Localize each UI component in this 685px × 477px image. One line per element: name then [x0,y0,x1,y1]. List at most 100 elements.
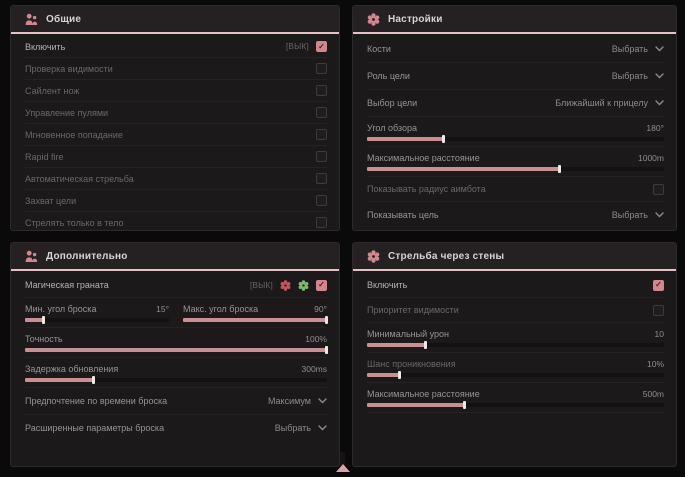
slider-value: 90° [314,304,327,314]
panel-wallbang: Стрельба через стены Включить Приоритет … [352,242,677,467]
toggle-label: Захват цели [25,195,77,206]
slider-label: Минимальный урон [367,329,450,339]
people-icon [25,250,38,262]
checkbox-visibility-check[interactable] [316,63,327,74]
chevron-down-icon [318,398,327,404]
toggle-row-body-only[interactable]: Стрелять только в тело [25,212,327,233]
scroll-up-arrow-icon[interactable] [336,464,350,472]
slider-handle[interactable] [325,316,328,324]
slider-label: Точность [25,334,63,344]
dual-slider-row-throw-angles: Мин. угол броска 15° Макс. угол броска 9… [25,298,328,328]
toggle-row-auto-shoot[interactable]: Автоматическая стрельба [25,168,327,190]
panel-settings-header: Настройки [353,6,676,34]
dropdown-row-show-target[interactable]: Показывать цель Выбрать [367,202,664,228]
dropdown-row-target-select[interactable]: Выбор цели Ближайший к прицелу [367,90,664,117]
dropdown-label: Предпочтение по времени броска [25,396,168,406]
slider-handle[interactable] [397,371,401,379]
slider-row-update-delay: Задержка обновления 300ms [25,358,327,388]
panel-wallbang-header: Стрельба через стены [353,243,676,271]
slider-handle[interactable] [41,316,45,324]
slider-label: Задержка обновления [25,364,119,374]
gear-flower-icon [367,249,380,263]
slider-label: Макс. угол броска [183,304,259,314]
people-icon [25,13,38,25]
checkbox-target-lock[interactable] [316,195,327,206]
dropdown-label: Кости [367,44,391,54]
panel-additional-header: Дополнительно [11,243,339,271]
checkbox-magic-grenade[interactable] [316,279,327,291]
dropdown-label: Расширенные параметры броска [25,423,165,433]
slider-value: 1000m [638,153,664,163]
slider-value: 10 [654,329,664,339]
chevron-down-icon [655,46,664,52]
slider-handle[interactable] [92,376,96,384]
toggle-row-rapid-fire[interactable]: Rapid fire [25,146,327,168]
slider-handle[interactable] [325,346,328,354]
checkbox-silent-knife[interactable] [316,85,327,96]
fov-slider[interactable] [367,135,664,143]
panel-additional: Дополнительно Магическая граната [ВЫК] М… [10,242,340,467]
slider-value: 10% [646,359,664,369]
red-flower-icon[interactable] [280,279,291,291]
dropdown-label: Роль цели [367,71,410,81]
checkbox-wallbang-enable[interactable] [653,279,664,291]
slider-row-min-damage: Минимальный урон 10 [367,323,664,353]
penetration-chance-slider[interactable] [367,371,664,379]
green-flower-icon[interactable] [298,279,309,291]
toggle-row-visibility-check[interactable]: Проверка видимости [25,58,327,80]
gear-flower-icon [367,12,380,26]
wall-max-distance-slider[interactable] [367,401,664,409]
min-damage-slider[interactable] [367,341,664,349]
min-throw-angle-slider[interactable] [25,316,169,324]
checkbox-enable[interactable] [316,41,327,52]
dropdown-value: Выбрать [611,210,648,220]
hotkey-tag: [ВЫК] [285,42,309,51]
slider-handle[interactable] [442,135,446,143]
toggle-row-target-lock[interactable]: Захват цели [25,190,327,212]
checkbox-body-only[interactable] [316,217,327,228]
slider-value: 300ms [301,364,327,374]
panel-general-body: Включить [ВЫК] Проверка видимости Сайлен… [11,34,339,233]
checkbox-instant-hit[interactable] [316,129,327,140]
dropdown-value: Выбрать [611,44,648,54]
panel-title: Стрельба через стены [388,250,505,262]
checkbox-visibility-priority[interactable] [653,304,664,316]
chevron-down-icon [655,212,664,218]
toggle-row-show-radius[interactable]: Показывать радиус аимбота [367,177,664,202]
accuracy-slider[interactable] [25,346,328,354]
dropdown-row-bones[interactable]: Кости Выбрать [367,36,664,63]
checkbox-bullet-control[interactable] [316,107,327,118]
slider-handle[interactable] [558,165,562,173]
toggle-row-instant-hit[interactable]: Мгновенное попадание [25,124,327,146]
checkbox-auto-shoot[interactable] [316,173,327,184]
toggle-row-visibility-priority[interactable]: Приоритет видимости [367,298,664,323]
dropdown-value: Выбрать [611,71,648,81]
panel-title: Настройки [388,13,443,25]
checkbox-show-radius[interactable] [653,183,664,195]
panel-general: Общие Включить [ВЫК] Проверка видимости … [10,5,340,231]
max-distance-slider[interactable] [367,165,664,173]
checkbox-rapid-fire[interactable] [316,151,327,162]
chevron-down-icon [655,100,664,106]
toggle-row-bullet-control[interactable]: Управление пулями [25,102,327,124]
dropdown-row-target-role[interactable]: Роль цели Выбрать [367,63,664,90]
toggle-label: Rapid fire [25,151,64,162]
dropdown-value: Максимум [267,396,311,406]
dropdown-row-throw-time[interactable]: Предпочтение по времени броска Максимум [25,388,327,415]
slider-handle[interactable] [424,341,428,349]
update-delay-slider[interactable] [25,376,327,384]
scroll-stem [340,452,345,465]
slider-handle[interactable] [463,401,466,409]
slider-row-fov: Угол обзора 180° [367,117,664,147]
slider-label: Мин. угол броска [25,304,97,314]
toggle-row-magic-grenade[interactable]: Магическая граната [ВЫК] [25,273,327,298]
toggle-row-silent-knife[interactable]: Сайлент нож [25,80,327,102]
dropdown-row-advanced-throw[interactable]: Расширенные параметры броска Выбрать [25,415,327,441]
max-throw-angle-slider[interactable] [183,316,328,324]
dropdown-value: Выбрать [274,423,311,433]
toggle-label: Сайлент нож [25,85,80,96]
toggle-row-enable[interactable]: Включить [ВЫК] [25,36,327,58]
toggle-label: Проверка видимости [25,63,113,74]
panel-wallbang-body: Включить Приоритет видимости Минимальный… [353,271,676,413]
toggle-row-wallbang-enable[interactable]: Включить [367,273,664,298]
